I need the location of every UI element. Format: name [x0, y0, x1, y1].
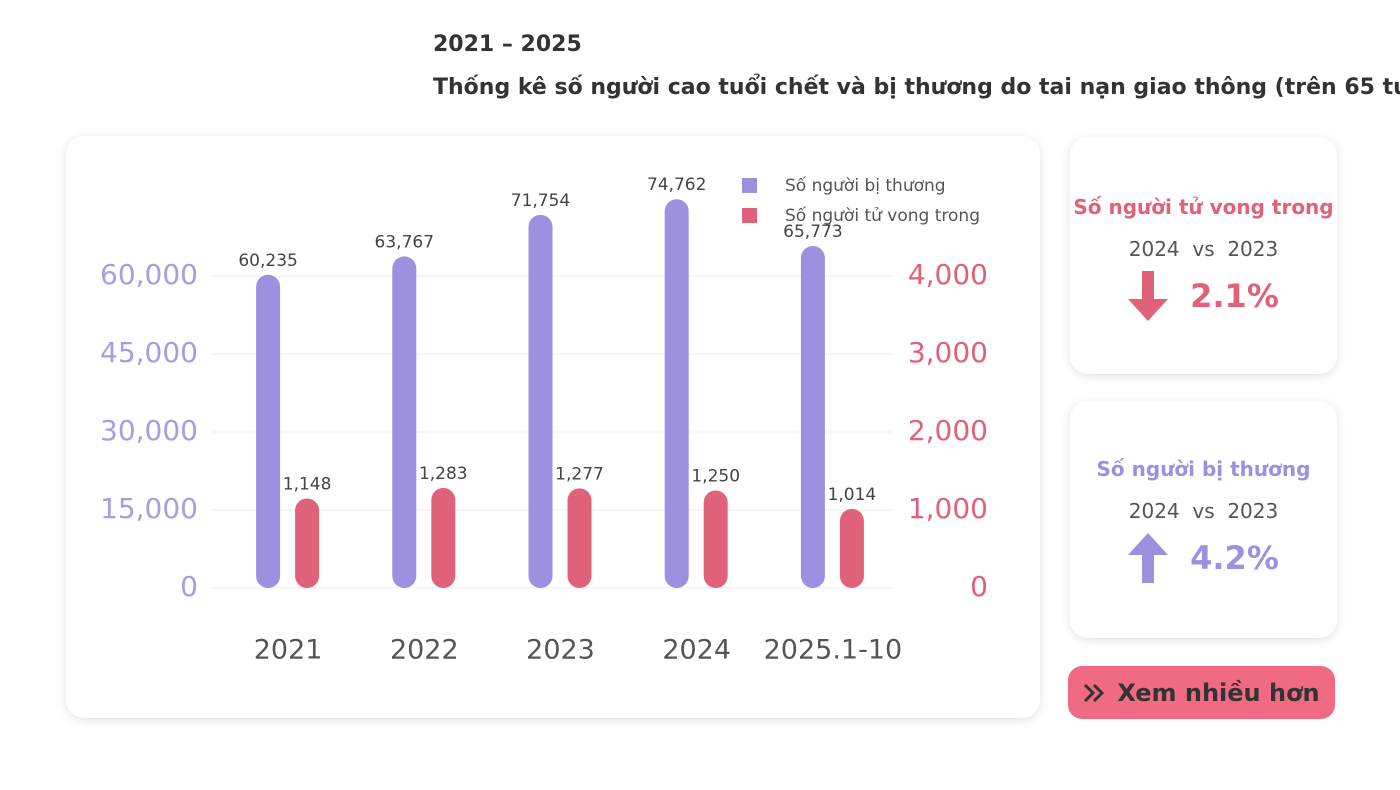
x-tick-label: 2023 [526, 635, 595, 666]
chart-card [66, 136, 1040, 718]
bar [295, 498, 320, 588]
x-tick-label: 2022 [390, 635, 459, 666]
value-label: 71,754 [511, 191, 570, 211]
value-label: 63,767 [375, 232, 434, 252]
y2-tick-label: 0 [970, 570, 988, 603]
bar [567, 488, 592, 588]
value-label: 1,277 [555, 464, 604, 484]
x-tick-label: 2024 [662, 635, 731, 666]
period: 2021 – 2025 [433, 32, 582, 57]
value-label: 1,283 [419, 464, 468, 484]
y2-tick-label: 2,000 [908, 414, 988, 447]
card-title: Số người tử vong trong [1073, 195, 1334, 219]
y-tick-label: 15,000 [100, 492, 198, 525]
bar [392, 256, 417, 588]
page-title: Thống kê số người cao tuổi chết và bị th… [433, 75, 1400, 100]
value-label: 74,762 [647, 175, 706, 195]
button-label: Xem nhiều hơn [1117, 678, 1320, 707]
y2-tick-label: 1,000 [908, 492, 988, 525]
y-tick-label: 60,000 [100, 258, 198, 291]
value-label: 65,773 [783, 222, 842, 242]
card-change: 4.2% [1190, 539, 1279, 577]
chevrons-icon [1084, 683, 1105, 702]
x-tick-label: 2021 [254, 635, 323, 666]
value-label: 60,235 [238, 251, 297, 271]
y-tick-label: 30,000 [100, 414, 198, 447]
y-tick-label: 45,000 [100, 336, 198, 369]
value-label: 1,148 [283, 474, 332, 494]
legend-swatch [742, 178, 757, 193]
x-tick-label: 2025.1-10 [764, 635, 903, 666]
bar [664, 199, 689, 588]
card-comparison: 2024 vs 2023 [1128, 237, 1279, 261]
up-arrow [1128, 533, 1169, 583]
legend-label: Số người tử vong trong [785, 205, 980, 226]
stat-card: Số người bị thương 2024 vs 2023 4.2% [1070, 401, 1337, 638]
bar [528, 214, 553, 588]
bar [703, 490, 728, 588]
stat-card: Số người tử vong trong 2024 vs 2023 2.1% [1070, 137, 1337, 374]
bar [800, 245, 825, 588]
card-title: Số người bị thương [1096, 457, 1311, 481]
y2-tick-label: 3,000 [908, 336, 988, 369]
y-tick-label: 0 [180, 570, 198, 603]
legend-swatch [742, 208, 757, 223]
card-change: 2.1% [1190, 277, 1279, 315]
more-button[interactable]: Xem nhiều hơn [1068, 666, 1335, 719]
legend-label: Số người bị thương [785, 175, 946, 196]
value-label: 1,014 [828, 485, 877, 505]
card-comparison: 2024 vs 2023 [1128, 499, 1279, 523]
value-label: 1,250 [691, 467, 740, 487]
y2-tick-label: 4,000 [908, 258, 988, 291]
bar [256, 274, 281, 588]
bar [431, 487, 456, 588]
down-arrow [1128, 271, 1169, 321]
bar [839, 508, 864, 588]
